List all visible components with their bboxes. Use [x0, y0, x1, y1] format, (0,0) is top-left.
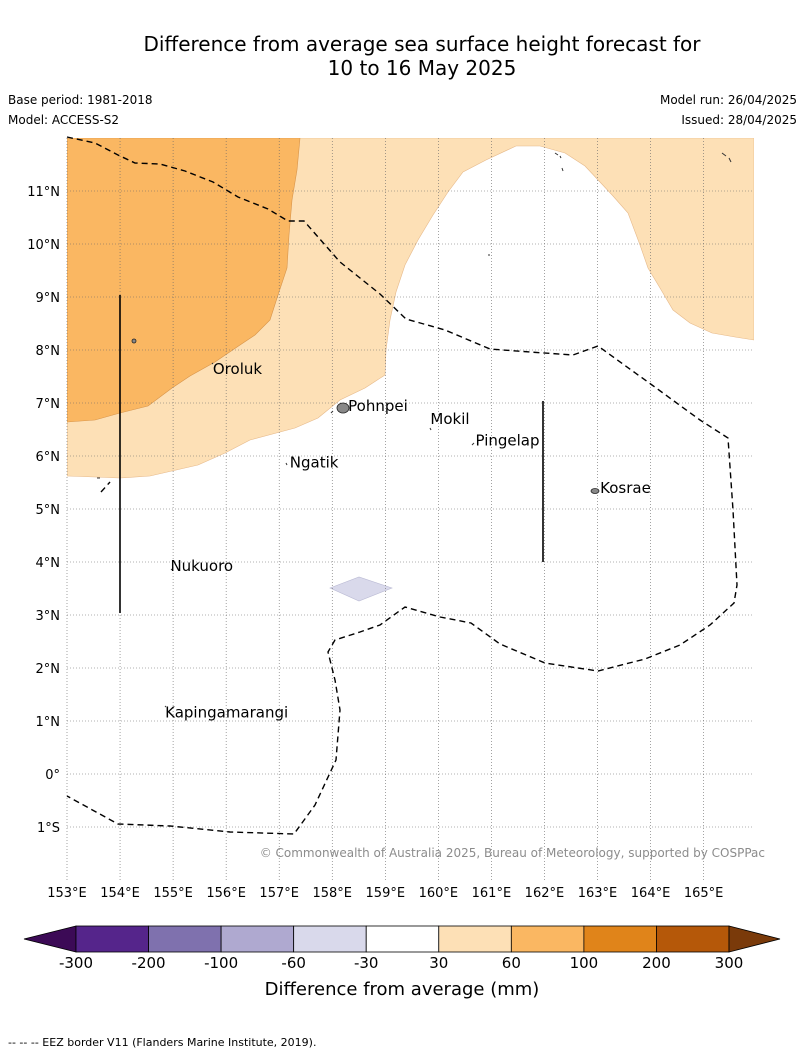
longitude-labels: 153°E 154°E 155°E 156°E 157°E 158°E 159°E 160°E…: [47, 886, 723, 901]
lat-tick-label: 5°N: [36, 503, 61, 518]
lat-tick-label: 3°N: [36, 609, 61, 624]
minor-islets: [97, 152, 732, 708]
lon-tick-label: 155°E: [153, 886, 193, 901]
colorbar-tick-label: -100: [204, 954, 238, 972]
colorbar-tick-label: -200: [132, 954, 166, 972]
coastlines: [97, 152, 732, 708]
copyright-credit: © Commonwealth of Australia 2025, Bureau…: [260, 846, 765, 860]
lat-tick-label: 7°N: [36, 397, 61, 412]
island-label: Kosrae: [600, 479, 651, 497]
atoll-small: [131, 338, 137, 344]
colorbar-swatch: [293, 925, 367, 953]
lat-tick-label: 10°N: [27, 238, 60, 253]
lat-tick-label: 6°N: [36, 450, 61, 465]
colorbar: -300 -200 -100 -60 -30 30 60 100 200 300: [23, 925, 781, 972]
colorbar-swatch: [583, 925, 657, 953]
colorbar-title: Difference from average (mm): [264, 979, 540, 1000]
lon-tick-label: 156°E: [206, 886, 246, 901]
lon-tick-label: 157°E: [259, 886, 299, 901]
lat-tick-label: 0°: [45, 768, 60, 783]
lon-tick-label: 160°E: [419, 886, 459, 901]
lon-tick-label: 165°E: [684, 886, 724, 901]
island-label: Ngatik: [290, 454, 339, 472]
page-title: Difference from average sea surface heig…: [0, 32, 804, 80]
colorbar-swatch: [510, 925, 585, 953]
eez-border-fragment: [100, 481, 111, 493]
colorbar-swatch: [148, 925, 222, 953]
colorbar-tick-label: 60: [502, 954, 521, 972]
island-label: Pohnpei: [348, 397, 408, 415]
colorbar-swatch: [75, 925, 149, 953]
lat-tick-label: 4°N: [36, 556, 61, 571]
eez-border-north: [66, 136, 738, 835]
colorbar-tick-label: 100: [570, 954, 599, 972]
island-label: Nukuoro: [170, 557, 233, 575]
kosrae-island: [590, 488, 600, 494]
lon-tick-label: 162°E: [525, 886, 565, 901]
reference-lines: [119, 295, 544, 613]
model-label: Model: ACCESS-S2: [8, 113, 120, 127]
colorbar-extend-low: [23, 925, 77, 953]
island-label: Kapingamarangi: [165, 703, 288, 721]
colorbar-swatch: [656, 925, 730, 953]
colorbar-swatch: [438, 925, 512, 953]
eez-border-lines: [66, 136, 738, 835]
lat-tick-label: 1°N: [36, 715, 61, 730]
anomaly-region-60-100mm: [67, 138, 301, 423]
island-label: Pingelap: [475, 431, 539, 449]
lon-tick-label: 164°E: [631, 886, 671, 901]
lon-tick-label: 153°E: [47, 886, 87, 901]
lon-tick-label: 163°E: [578, 886, 618, 901]
island-label: Mokil: [430, 410, 469, 428]
anomaly-region-minus30-minus60mm: [329, 576, 393, 602]
lon-tick-label: 161°E: [472, 886, 512, 901]
lat-tick-label: 2°N: [36, 662, 61, 677]
colorbar-tick-label: -60: [281, 954, 306, 972]
colorbar-swatch: [220, 925, 295, 953]
colorbar-tick-label: -300: [59, 954, 93, 972]
title-line-2: 10 to 16 May 2025: [327, 56, 517, 80]
lon-tick-label: 154°E: [100, 886, 140, 901]
lon-tick-label: 159°E: [366, 886, 406, 901]
colorbar-extend-high: [728, 925, 781, 953]
issued-label: Issued: 28/04/2025: [681, 113, 797, 127]
graticule: [66, 138, 754, 880]
lat-tick-label: 1°S: [37, 821, 60, 836]
anomaly-fields: [67, 138, 754, 602]
base-period-label: Base period: 1981-2018: [8, 93, 153, 107]
pohnpei-island: [336, 402, 350, 414]
colorbar-tick-label: -30: [354, 954, 379, 972]
title-line-1: Difference from average sea surface heig…: [143, 32, 701, 56]
lon-tick-label: 158°E: [312, 886, 352, 901]
colorbar-tick-label: 30: [429, 954, 448, 972]
colorbar-tick-label: 200: [642, 954, 671, 972]
island-label: Oroluk: [213, 360, 262, 378]
latitude-labels: 11°N 10°N 9°N 8°N 7°N 6°N 5°N 4°N 3°N 2°N 1°N 0° 1°S: [27, 185, 60, 836]
island-labels: Oroluk Pohnpei Mokil Pingelap Ngatik Kosrae Nu…: [165, 360, 651, 721]
colorbar-swatch: [365, 925, 440, 953]
eez-footnote: -- -- -- EEZ border V11 (Flanders Marine…: [8, 1036, 317, 1049]
lat-tick-label: 9°N: [36, 291, 61, 306]
lat-tick-label: 8°N: [36, 344, 61, 359]
colorbar-tick-label: 300: [715, 954, 744, 972]
model-run-label: Model run: 26/04/2025: [659, 93, 797, 107]
lat-tick-label: 11°N: [27, 185, 60, 200]
